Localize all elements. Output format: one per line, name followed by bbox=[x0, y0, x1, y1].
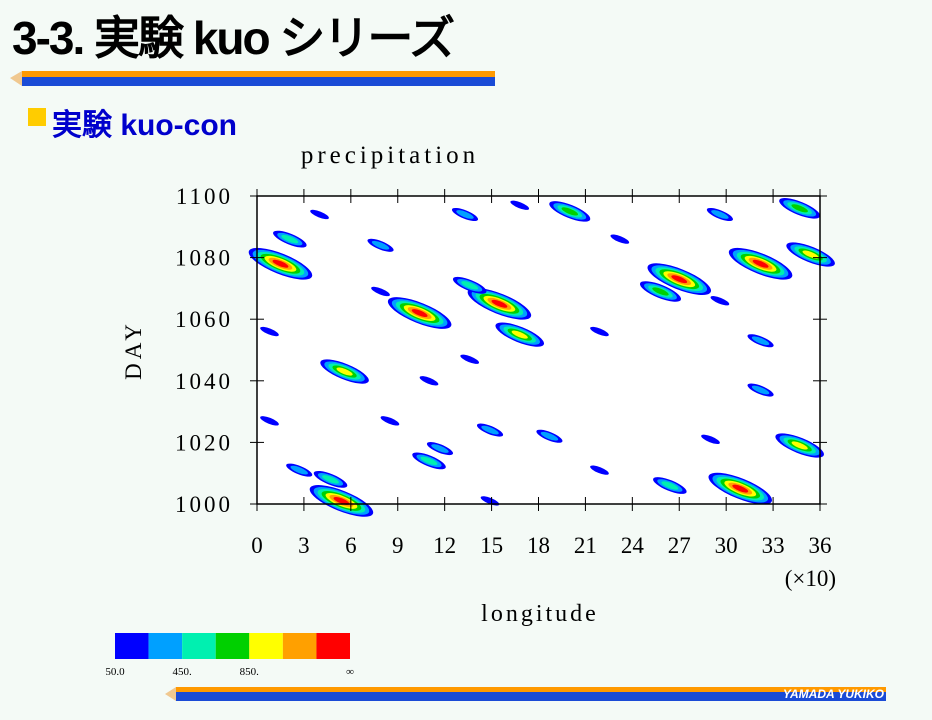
x-tick-label: 18 bbox=[527, 533, 550, 558]
contour-cell bbox=[461, 281, 479, 290]
contour-cell bbox=[791, 441, 808, 450]
contour-cell bbox=[652, 287, 669, 296]
contour-cell bbox=[590, 326, 609, 337]
colorbar-box bbox=[182, 633, 216, 659]
bar-orange bbox=[176, 687, 886, 692]
contour-cell bbox=[791, 204, 808, 213]
contour-cell bbox=[260, 416, 279, 426]
contour-cell bbox=[371, 240, 390, 250]
pencil-tip bbox=[165, 687, 176, 701]
contour-cell bbox=[419, 376, 439, 386]
bar-orange bbox=[22, 71, 495, 77]
y-tick-label: 1080 bbox=[175, 246, 233, 271]
pencil-tip bbox=[10, 71, 22, 86]
contour-cell bbox=[431, 444, 449, 453]
y-tick-label: 1100 bbox=[176, 184, 233, 209]
contour-cell bbox=[561, 207, 578, 216]
contour-cell bbox=[711, 210, 729, 219]
bar-blue bbox=[22, 77, 495, 86]
x-tick-label: 24 bbox=[621, 533, 645, 558]
x-multiplier: (×10) bbox=[785, 566, 836, 591]
contour-cell bbox=[290, 465, 308, 475]
contour-cell bbox=[540, 431, 559, 441]
contour-cell bbox=[671, 275, 688, 284]
plot-area bbox=[257, 196, 820, 504]
colorbar-box bbox=[282, 633, 317, 659]
author: YAMADA YUKIKO bbox=[782, 687, 884, 701]
contour-cell bbox=[661, 481, 679, 490]
y-tick-label: 1060 bbox=[175, 307, 233, 332]
colorbar-box bbox=[215, 633, 250, 659]
contour-cell bbox=[260, 326, 279, 337]
contour-cell bbox=[310, 209, 329, 220]
contour-cell bbox=[420, 456, 438, 466]
contour-cell bbox=[510, 200, 530, 210]
contour-cell bbox=[411, 309, 428, 318]
colorbar-box bbox=[148, 633, 183, 659]
x-tick-label: 33 bbox=[762, 533, 785, 558]
contour-cell bbox=[322, 475, 339, 484]
x-tick-label: 30 bbox=[715, 533, 738, 558]
colorbar-label: 50.0 bbox=[105, 666, 125, 678]
contour-cell bbox=[281, 234, 299, 244]
contour-cell bbox=[456, 210, 474, 219]
y-tick-label: 1040 bbox=[175, 369, 233, 394]
contour-cell bbox=[333, 496, 350, 505]
contour-cell bbox=[751, 336, 770, 346]
contour-cell bbox=[751, 385, 770, 395]
slide-title: 3-3. 実験 kuo シリーズ bbox=[12, 12, 455, 64]
contour-cell bbox=[481, 425, 499, 435]
slide-subtitle: 実験 kuo-con bbox=[52, 109, 237, 142]
x-tick-label: 36 bbox=[809, 533, 832, 558]
contour-cell bbox=[336, 367, 353, 376]
contour-cell bbox=[491, 299, 508, 308]
contour-cell bbox=[701, 434, 720, 444]
x-tick-label: 6 bbox=[345, 533, 357, 558]
y-tick-label: 1000 bbox=[175, 492, 233, 517]
colorbar-box bbox=[316, 633, 350, 659]
colorbar-label: 450. bbox=[173, 666, 193, 678]
contour-cell bbox=[460, 354, 480, 364]
x-tick-label: 3 bbox=[298, 533, 310, 558]
chart-title: precipitation bbox=[301, 142, 479, 169]
colorbar-box bbox=[115, 633, 149, 659]
contour-cell bbox=[371, 286, 390, 297]
contour-cell bbox=[590, 465, 609, 475]
x-tick-label: 12 bbox=[433, 533, 456, 558]
contour-cell bbox=[272, 259, 289, 268]
y-tick-label: 1020 bbox=[175, 430, 233, 455]
contour-cell bbox=[732, 484, 749, 493]
contour-cell bbox=[511, 330, 528, 339]
x-tick-label: 9 bbox=[392, 533, 404, 558]
contour-cell bbox=[802, 250, 819, 259]
colorbar-label: 850. bbox=[240, 666, 260, 678]
x-tick-label: 0 bbox=[251, 533, 263, 558]
bar-blue bbox=[176, 692, 886, 701]
y-axis-label: DAY bbox=[121, 320, 146, 380]
colorbar-box bbox=[249, 633, 283, 659]
x-tick-label: 21 bbox=[574, 533, 597, 558]
contour-cells bbox=[248, 198, 835, 517]
colorbar-label: ∞ bbox=[346, 666, 354, 678]
x-tick-label: 15 bbox=[480, 533, 503, 558]
contour-cell bbox=[710, 296, 730, 306]
contour-cell bbox=[380, 416, 400, 426]
x-tick-label: 27 bbox=[668, 533, 691, 558]
x-axis-label: longitude bbox=[481, 601, 599, 627]
contour-cell bbox=[610, 234, 630, 244]
bullet bbox=[28, 108, 46, 126]
contour-cell bbox=[752, 259, 769, 268]
